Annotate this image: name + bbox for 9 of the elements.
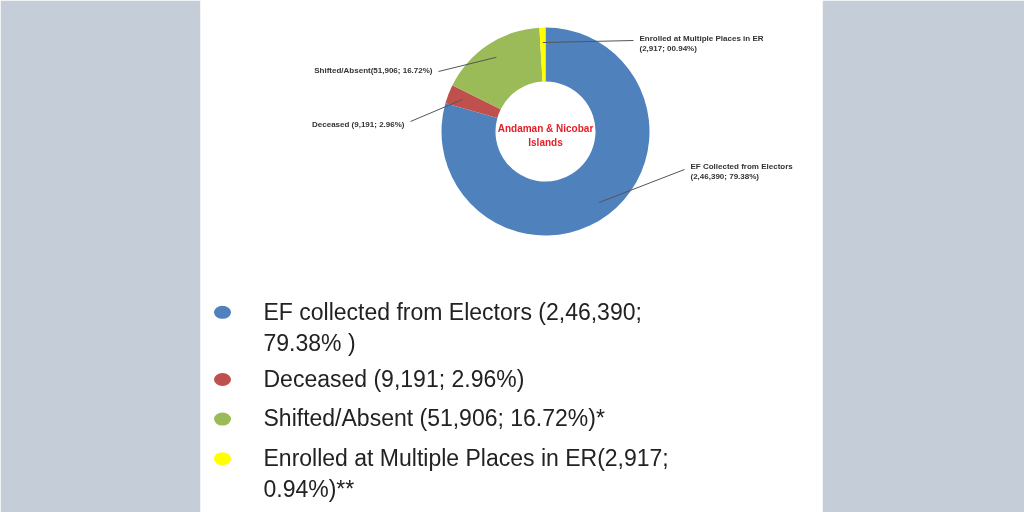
text: Andaman & Nicobar Islands bbox=[497, 123, 594, 148]
data-label: Enrolled at Multiple Places in ER (2,917; 00.94%) bbox=[639, 33, 764, 54]
data-label: Deceased (9,191; 2.96%) bbox=[312, 120, 405, 129]
legend-label: EF collected from Electors (2,46,390; 79.38% ) bbox=[263, 298, 642, 356]
legend-label: Shifted/Absent (51,906; 16.72%)* bbox=[263, 405, 605, 432]
legend-label: Enrolled at Multiple Places in ER(2,917; 0.94%)** bbox=[263, 444, 669, 503]
legend-label: Deceased (9,191; 2.96%) bbox=[263, 365, 525, 392]
data-label: Shifted/Absent(51,906; 16.72%) bbox=[314, 66, 433, 75]
data-label: EF Collected from Electors (2,46,390; 79.38%) bbox=[690, 161, 794, 182]
